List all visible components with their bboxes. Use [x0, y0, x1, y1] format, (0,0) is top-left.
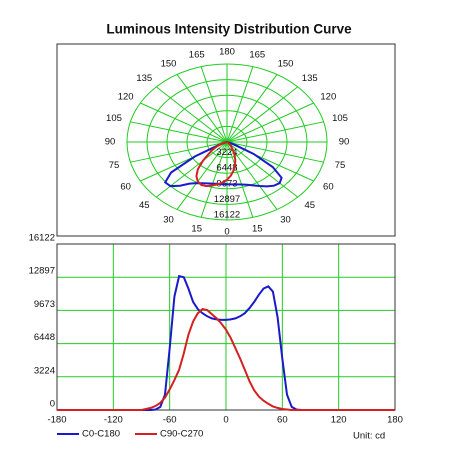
angle-label: 105 — [332, 113, 348, 124]
polar-curve — [195, 141, 237, 188]
line-series — [57, 308, 395, 411]
angle-label: 135 — [136, 73, 152, 84]
angle-label: 0 — [224, 227, 229, 238]
spoke-grid — [130, 121, 228, 143]
radial-label: 12897 — [214, 194, 240, 205]
angle-label: 30 — [163, 214, 174, 225]
angle-label: 45 — [139, 200, 150, 211]
radial-label: 6448 — [216, 163, 237, 174]
angle-label: 120 — [118, 92, 134, 103]
spoke-grid — [200, 141, 228, 218]
spoke-grid — [176, 74, 228, 143]
angle-label: 120 — [320, 92, 336, 103]
line-series — [57, 274, 395, 411]
spoke-grid — [130, 141, 228, 163]
angle-label: 30 — [280, 214, 291, 225]
unit-label: Unit: cd — [353, 431, 385, 442]
y-tick-label: 0 — [50, 399, 55, 410]
spoke-grid — [226, 141, 299, 198]
plot-frame — [56, 243, 396, 411]
y-tick-label: 3224 — [34, 365, 55, 376]
angle-label: 15 — [191, 223, 202, 234]
radial-label: 16122 — [214, 210, 240, 221]
spoke-grid — [226, 66, 254, 143]
radial-label: 3224 — [216, 147, 237, 158]
x-tick-label: 180 — [387, 415, 403, 426]
chart-title: Luminous Intensity Distribution Curve — [106, 22, 352, 37]
polar-curve — [163, 141, 283, 188]
y-tick-label: 12897 — [29, 266, 55, 277]
angle-label: 75 — [109, 160, 120, 171]
angle-label: 165 — [249, 50, 265, 61]
y-tick-label: 16122 — [29, 233, 55, 244]
spoke-grid — [226, 121, 324, 143]
spoke-grid — [140, 102, 228, 143]
angle-label: 90 — [105, 137, 116, 148]
legend-label: C90-C270 — [160, 429, 203, 440]
spoke-grid — [155, 141, 228, 198]
angle-label: 60 — [120, 182, 131, 193]
angle-label: 150 — [278, 59, 294, 70]
x-tick-label: -180 — [47, 415, 66, 426]
spoke-grid — [226, 102, 314, 143]
x-tick-label: 120 — [331, 415, 347, 426]
spoke-grid — [200, 66, 228, 143]
angle-label: 75 — [335, 160, 346, 171]
spoke-grid — [155, 86, 228, 143]
spoke-grid — [226, 74, 278, 143]
spoke-grid — [226, 141, 278, 210]
angle-label: 60 — [323, 182, 334, 193]
angle-label: 15 — [252, 223, 263, 234]
x-tick-label: 60 — [277, 415, 288, 426]
x-tick-label: -120 — [104, 415, 123, 426]
x-tick-label: 0 — [223, 415, 228, 426]
angle-label: 45 — [304, 200, 315, 211]
spoke-grid — [226, 141, 324, 163]
spoke-grid — [176, 141, 228, 210]
legend-label: C0-C180 — [82, 429, 120, 440]
plot-frame — [56, 43, 396, 237]
angle-label: 90 — [339, 137, 350, 148]
y-tick-label: 6448 — [34, 332, 55, 343]
x-tick-label: -60 — [163, 415, 177, 426]
angle-label: 180 — [219, 47, 235, 58]
angle-label: 105 — [106, 113, 122, 124]
spoke-grid — [226, 141, 254, 218]
angle-label: 165 — [189, 50, 205, 61]
y-tick-label: 9673 — [34, 299, 55, 310]
angle-label: 135 — [302, 73, 318, 84]
angle-label: 150 — [161, 59, 177, 70]
spoke-grid — [226, 86, 299, 143]
